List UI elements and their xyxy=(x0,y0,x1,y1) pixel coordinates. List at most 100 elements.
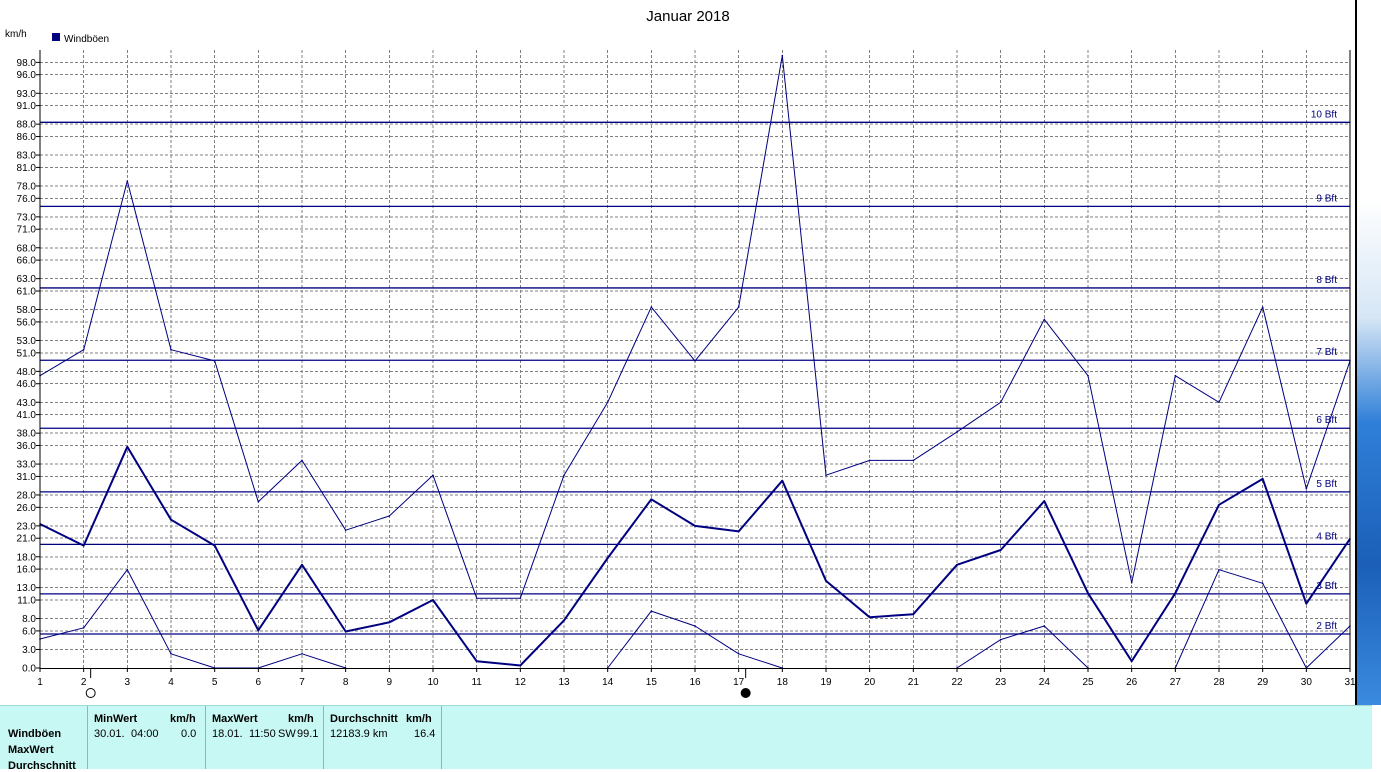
data-point-max xyxy=(301,459,303,462)
data-point-min xyxy=(1218,568,1220,571)
x-tick-label: 8 xyxy=(343,677,349,688)
y-tick-label: 76.0 xyxy=(17,194,37,205)
data-point-average xyxy=(606,557,609,559)
x-tick-label: 5 xyxy=(212,677,218,688)
x-tick-label: 3 xyxy=(125,677,131,688)
x-tick-label: 18 xyxy=(777,677,789,688)
data-point-max xyxy=(82,348,85,351)
y-tick-label: 78.0 xyxy=(17,181,37,192)
data-point-min xyxy=(650,610,653,612)
x-tick-labels: 1 2 3 4 5 6 7 8 9 10 11 12 13 14 15 16 17 18 19 20 21 22 23 24 2… xyxy=(37,668,1356,688)
y-tick-label: 18.0 xyxy=(17,552,37,563)
data-point-average xyxy=(1305,602,1308,605)
data-point-average xyxy=(563,619,565,622)
y-tick-label: 93.0 xyxy=(17,89,37,100)
data-point-average xyxy=(170,518,172,521)
data-point-average xyxy=(1174,592,1177,595)
x-tick-label: 15 xyxy=(646,677,658,688)
max-header: MaxWert xyxy=(212,713,258,725)
data-point-average xyxy=(1087,592,1089,595)
y-tick-label: 23.0 xyxy=(17,521,37,532)
data-point-max xyxy=(344,529,347,531)
data-point-average xyxy=(344,630,347,633)
y-tick-label: 83.0 xyxy=(17,151,37,162)
y-tick-label: 53.0 xyxy=(17,336,37,347)
data-point-max xyxy=(606,401,609,404)
full-moon-icon xyxy=(740,688,751,698)
data-point-max xyxy=(999,401,1002,404)
max-unit: km/h xyxy=(288,713,314,725)
data-point-max xyxy=(650,306,653,308)
beaufort-label: 8 Bft xyxy=(1316,275,1337,286)
wind-gust-chart: Januar 2018 km/h Windböen 2 Bft 3 Bft 4 Bf… xyxy=(5,8,1356,698)
beaufort-label: 4 Bft xyxy=(1316,531,1337,542)
x-tick-label: 27 xyxy=(1170,677,1182,688)
x-tick-label: 30 xyxy=(1301,677,1313,688)
y-tick-label: 73.0 xyxy=(17,212,37,223)
data-point-min xyxy=(999,638,1002,641)
y-tick-label: 66.0 xyxy=(17,256,37,267)
series-layer xyxy=(39,54,1351,669)
moon-markers xyxy=(85,668,751,698)
max-value: 99.1 xyxy=(297,728,319,740)
beaufort-label: 3 Bft xyxy=(1316,581,1337,592)
y-tick-label: 21.0 xyxy=(17,534,37,545)
y-tick-label: 96.0 xyxy=(17,70,37,81)
data-point-max xyxy=(126,180,129,182)
data-point-max xyxy=(432,474,434,476)
y-tick-label: 86.0 xyxy=(17,132,37,143)
x-tick-label: 13 xyxy=(558,677,570,688)
y-tick-labels: 0.0 3.0 6.08.0 11.0 13.0 16.0 18.0 21.0 23.0 26.0… xyxy=(17,58,40,675)
x-tick-label: 10 xyxy=(427,677,439,688)
y-tick-label: 36.0 xyxy=(17,441,37,452)
data-point-min xyxy=(126,568,129,571)
data-point-average xyxy=(388,621,391,624)
data-point-average xyxy=(1261,478,1264,480)
data-point-average xyxy=(1218,504,1220,506)
data-point-min xyxy=(170,652,172,655)
data-point-max xyxy=(563,474,565,476)
y-tick-label: 58.0 xyxy=(17,305,37,316)
beaufort-lines: 2 Bft 3 Bft 4 Bft 5 Bft 6 Bft 7 Bft 8 Bft 9 Bft… xyxy=(40,109,1350,635)
y-tick-label: 28.0 xyxy=(17,490,37,501)
x-tick-label: 20 xyxy=(864,677,876,688)
x-tick-label: 24 xyxy=(1039,677,1051,688)
beaufort-label: 10 Bft xyxy=(1311,109,1337,120)
y-tick-label: 11.0 xyxy=(17,596,36,607)
data-point-min xyxy=(694,625,696,627)
x-tick-label: 28 xyxy=(1213,677,1225,688)
data-point-max xyxy=(694,360,696,362)
data-point-min xyxy=(82,627,85,629)
window-corner xyxy=(1372,705,1381,768)
max-direction: SW xyxy=(278,728,296,740)
x-tick-label: 12 xyxy=(515,677,527,688)
avg-unit: km/h xyxy=(406,713,432,725)
data-point-average xyxy=(825,580,827,582)
column-divider xyxy=(205,706,206,769)
y-tick-label: 68.0 xyxy=(17,243,37,254)
x-tick-label: 26 xyxy=(1126,677,1138,688)
y-tick-label: 56.0 xyxy=(17,317,37,328)
y-axis-unit: km/h xyxy=(5,29,27,40)
x-tick-label: 17 xyxy=(733,677,745,688)
grid-layer xyxy=(40,50,1350,668)
data-point-min xyxy=(1043,625,1046,627)
stats-panel: Windböen MaxWert Durchschnitt MinWert km… xyxy=(0,705,1372,772)
data-point-max xyxy=(519,597,522,599)
data-point-max xyxy=(737,306,740,308)
y-tick-label: 16.0 xyxy=(17,565,37,576)
min-value: 0.0 xyxy=(181,728,197,740)
column-divider xyxy=(87,706,88,769)
y-tick-label: 48.0 xyxy=(17,367,37,378)
y-tick-label: 6.0 xyxy=(22,626,36,637)
data-point-average xyxy=(126,445,129,448)
data-point-min xyxy=(1261,582,1264,585)
y-tick-label: 0.0 xyxy=(22,664,36,675)
stats-row-label: MaxWert xyxy=(8,744,54,756)
y-tick-label: 8.0 xyxy=(22,614,36,625)
y-tick-label: 46.0 xyxy=(17,379,37,390)
data-point-max xyxy=(1174,374,1177,377)
y-tick-label: 91.0 xyxy=(17,101,37,112)
data-point-max xyxy=(388,515,391,517)
y-tick-label: 3.0 xyxy=(22,645,36,656)
